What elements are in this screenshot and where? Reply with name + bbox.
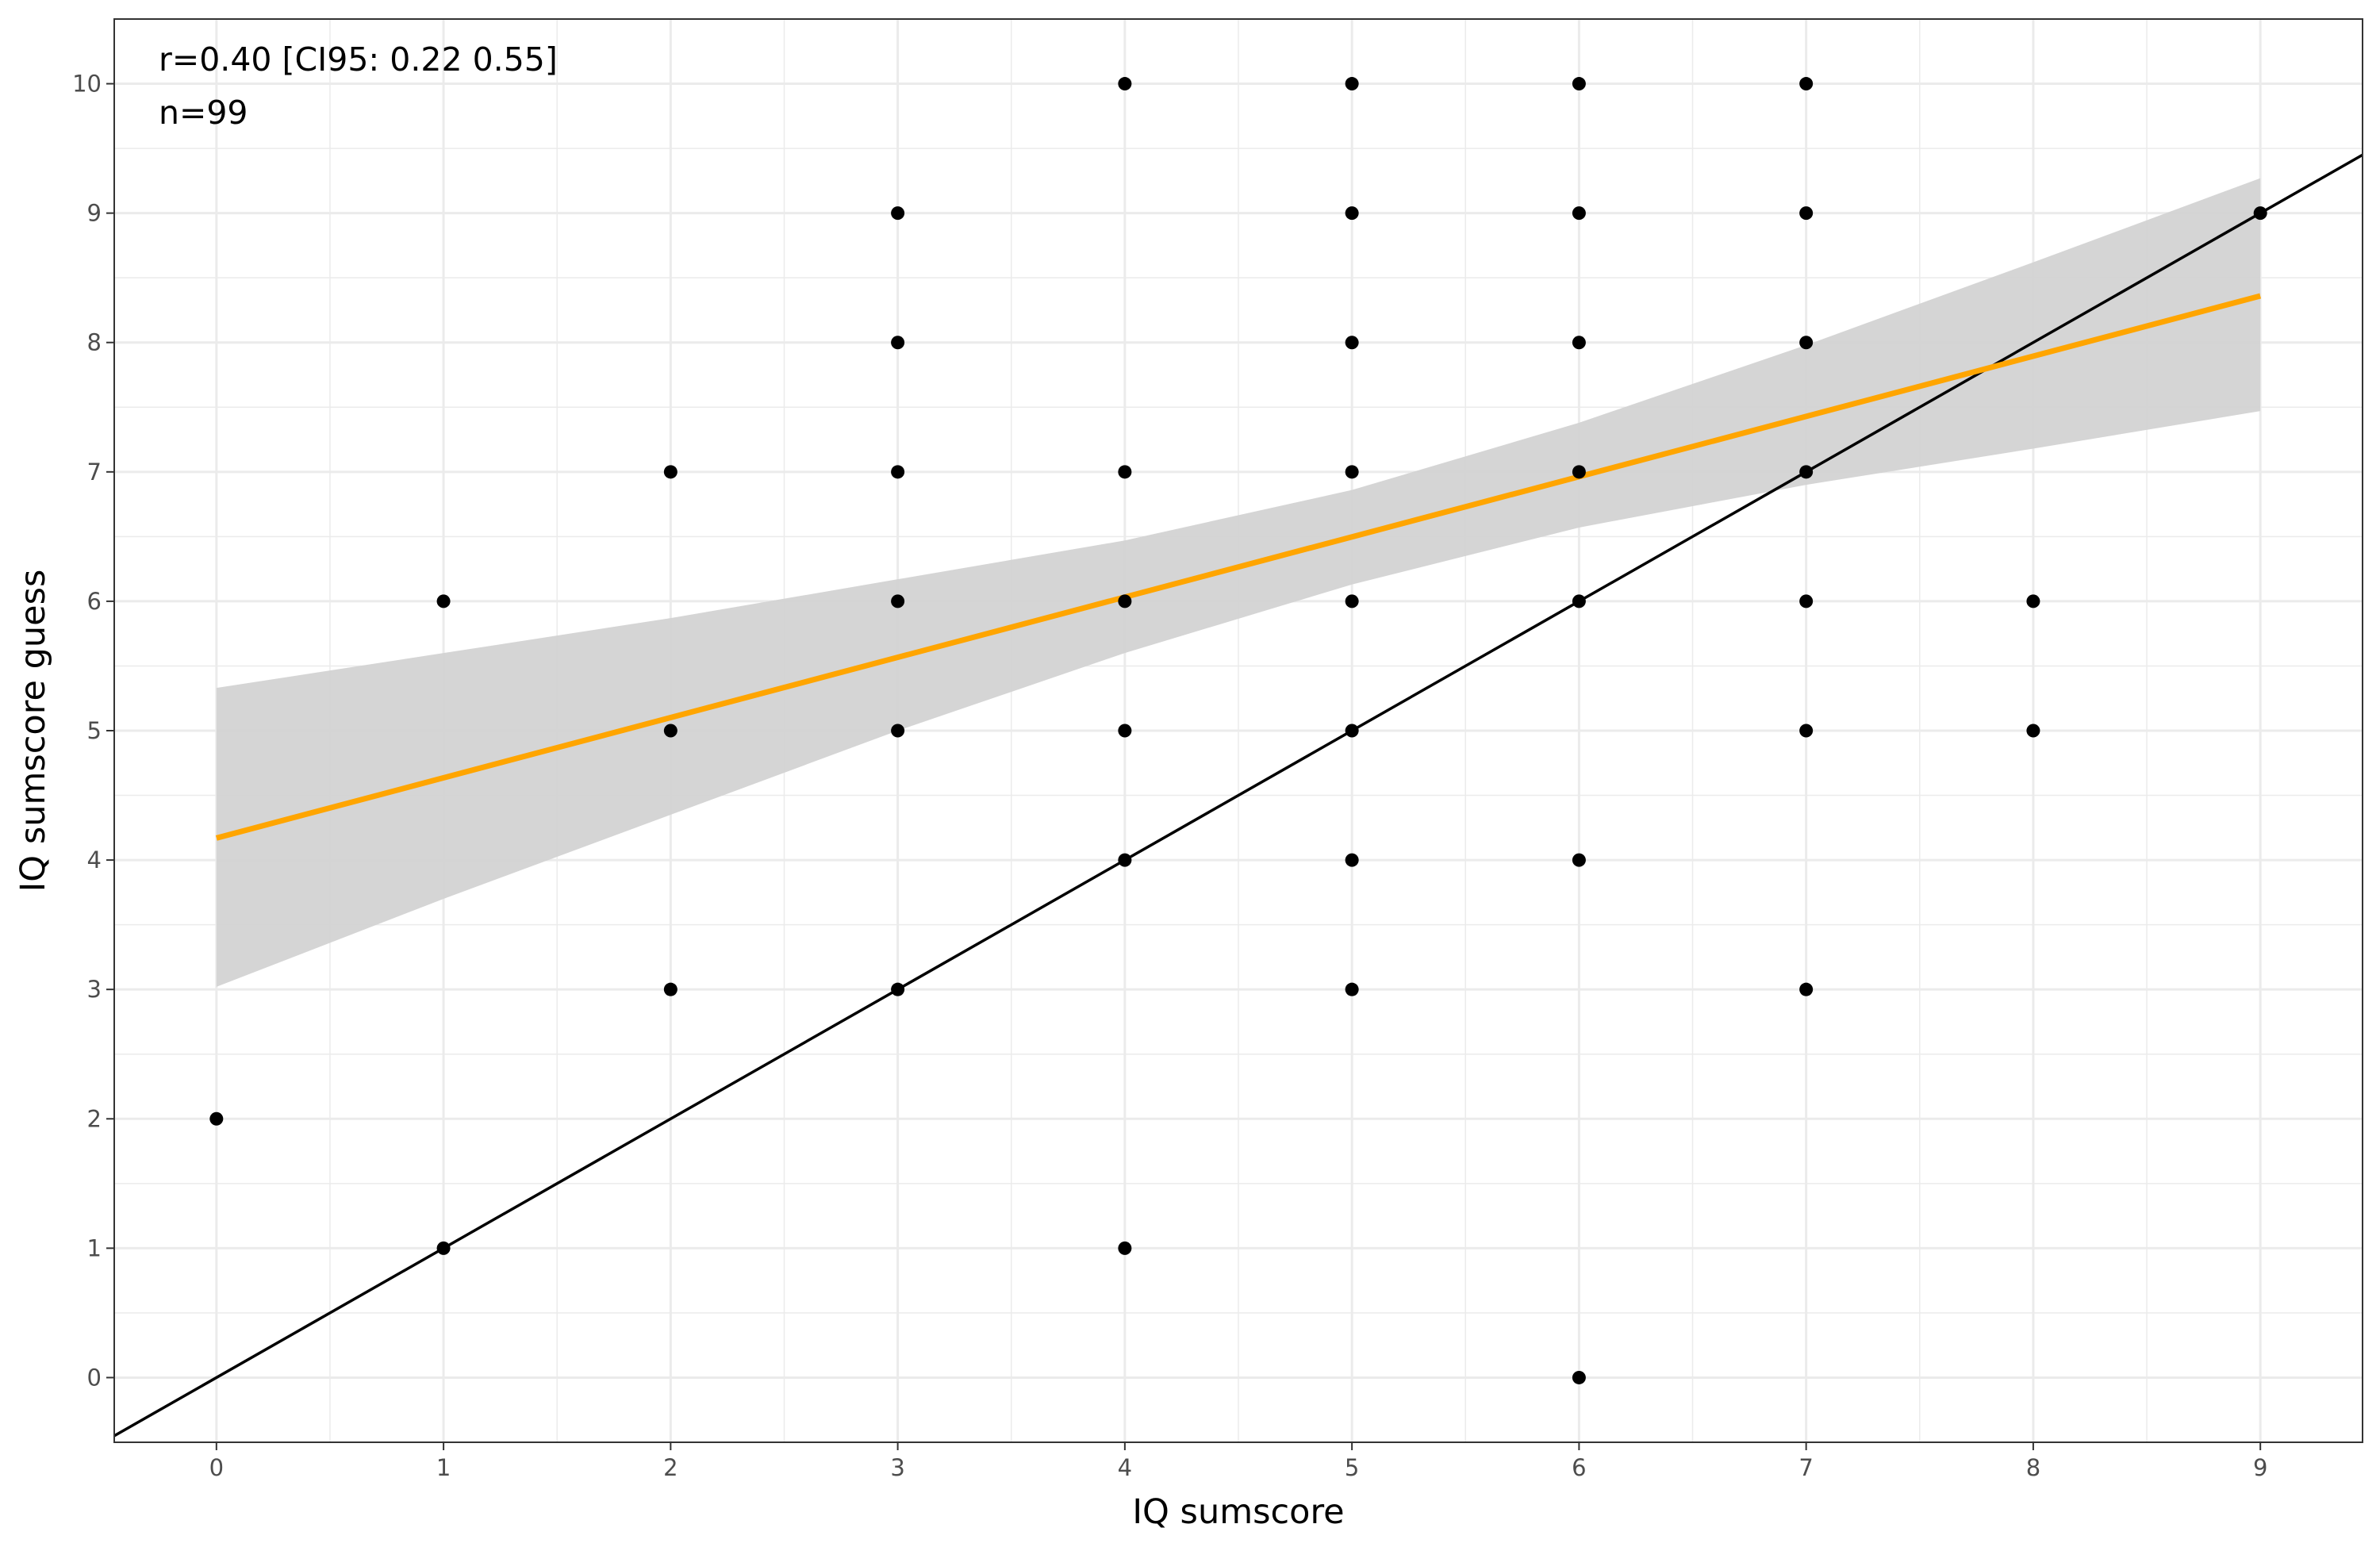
data-point [1572, 77, 1586, 91]
data-point [1572, 1370, 1586, 1384]
y-tick-labels: 0 1 2 3 4 5 6 7 8 9 10 [72, 71, 102, 1392]
y-tick-label: 7 [87, 459, 102, 486]
x-tick-label: 5 [1345, 1454, 1359, 1481]
x-tick-label: 1 [436, 1454, 451, 1481]
data-point [1799, 982, 1814, 996]
x-tick-labels: 0 1 2 3 4 5 6 7 8 9 [209, 1454, 2268, 1481]
data-point [1118, 1241, 1132, 1255]
data-point [1799, 206, 1814, 221]
data-point [891, 982, 905, 996]
x-tick-label: 9 [2253, 1454, 2267, 1481]
data-point [1118, 594, 1132, 608]
x-tick-label: 7 [1798, 1454, 1813, 1481]
regression-line [215, 293, 2262, 841]
data-point [1572, 853, 1586, 867]
data-point [891, 465, 905, 479]
data-point [1345, 77, 1359, 91]
data-point [436, 1241, 451, 1255]
data-point [891, 336, 905, 350]
data-point [663, 465, 678, 479]
data-point [1345, 853, 1359, 867]
data-point [891, 206, 905, 221]
data-point [891, 724, 905, 738]
data-point [1118, 853, 1132, 867]
x-tick-label: 2 [663, 1454, 678, 1481]
y-tick-label: 2 [87, 1105, 102, 1132]
data-point [663, 724, 678, 738]
data-point [1118, 724, 1132, 738]
data-point [1799, 77, 1814, 91]
data-point [1345, 594, 1359, 608]
y-tick-label: 5 [87, 717, 102, 744]
lines-group [113, 153, 2363, 1438]
data-point [1118, 465, 1132, 479]
y-tick-label: 8 [87, 329, 102, 356]
data-point [1345, 206, 1359, 221]
x-tick-label: 0 [209, 1454, 224, 1481]
data-point [1572, 206, 1586, 221]
y-tick-label: 10 [72, 71, 102, 98]
y-tick-label: 6 [87, 588, 102, 615]
annotation-correlation: r=0.40 [CI95: 0.22 0.55] [159, 40, 558, 79]
x-axis-title: IQ sumscore [1132, 1492, 1344, 1532]
y-tick-label: 4 [87, 846, 102, 873]
y-axis-title: IQ sumscore guess [13, 570, 53, 892]
data-point [436, 594, 451, 608]
data-point [209, 1111, 224, 1126]
data-point [2253, 206, 2267, 221]
data-point [663, 982, 678, 996]
data-point [2026, 724, 2040, 738]
y-tick-label: 9 [87, 200, 102, 227]
x-tick-label: 6 [1572, 1454, 1586, 1481]
x-tick-label: 4 [1118, 1454, 1132, 1481]
confidence-band-group [216, 178, 2261, 987]
data-point [1345, 465, 1359, 479]
confidence-band [216, 178, 2261, 987]
data-point [1572, 465, 1586, 479]
y-tick-label: 0 [87, 1364, 102, 1391]
y-tick-label: 1 [87, 1234, 102, 1261]
x-tick-label: 3 [890, 1454, 904, 1481]
data-point [1799, 465, 1814, 479]
data-point [1118, 77, 1132, 91]
data-point [1345, 336, 1359, 350]
data-point [1799, 594, 1814, 608]
data-point [1572, 594, 1586, 608]
data-point [1799, 336, 1814, 350]
x-tick-label: 8 [2026, 1454, 2040, 1481]
annotation-sample-size: n=99 [159, 94, 248, 132]
data-point [2026, 594, 2040, 608]
data-point [1799, 724, 1814, 738]
data-point [1345, 724, 1359, 738]
y-tick-label: 3 [87, 976, 102, 1003]
data-point [1572, 336, 1586, 350]
points-group [209, 77, 2267, 1384]
data-point [1345, 982, 1359, 996]
data-point [891, 594, 905, 608]
axis-ticks [106, 83, 2262, 1450]
